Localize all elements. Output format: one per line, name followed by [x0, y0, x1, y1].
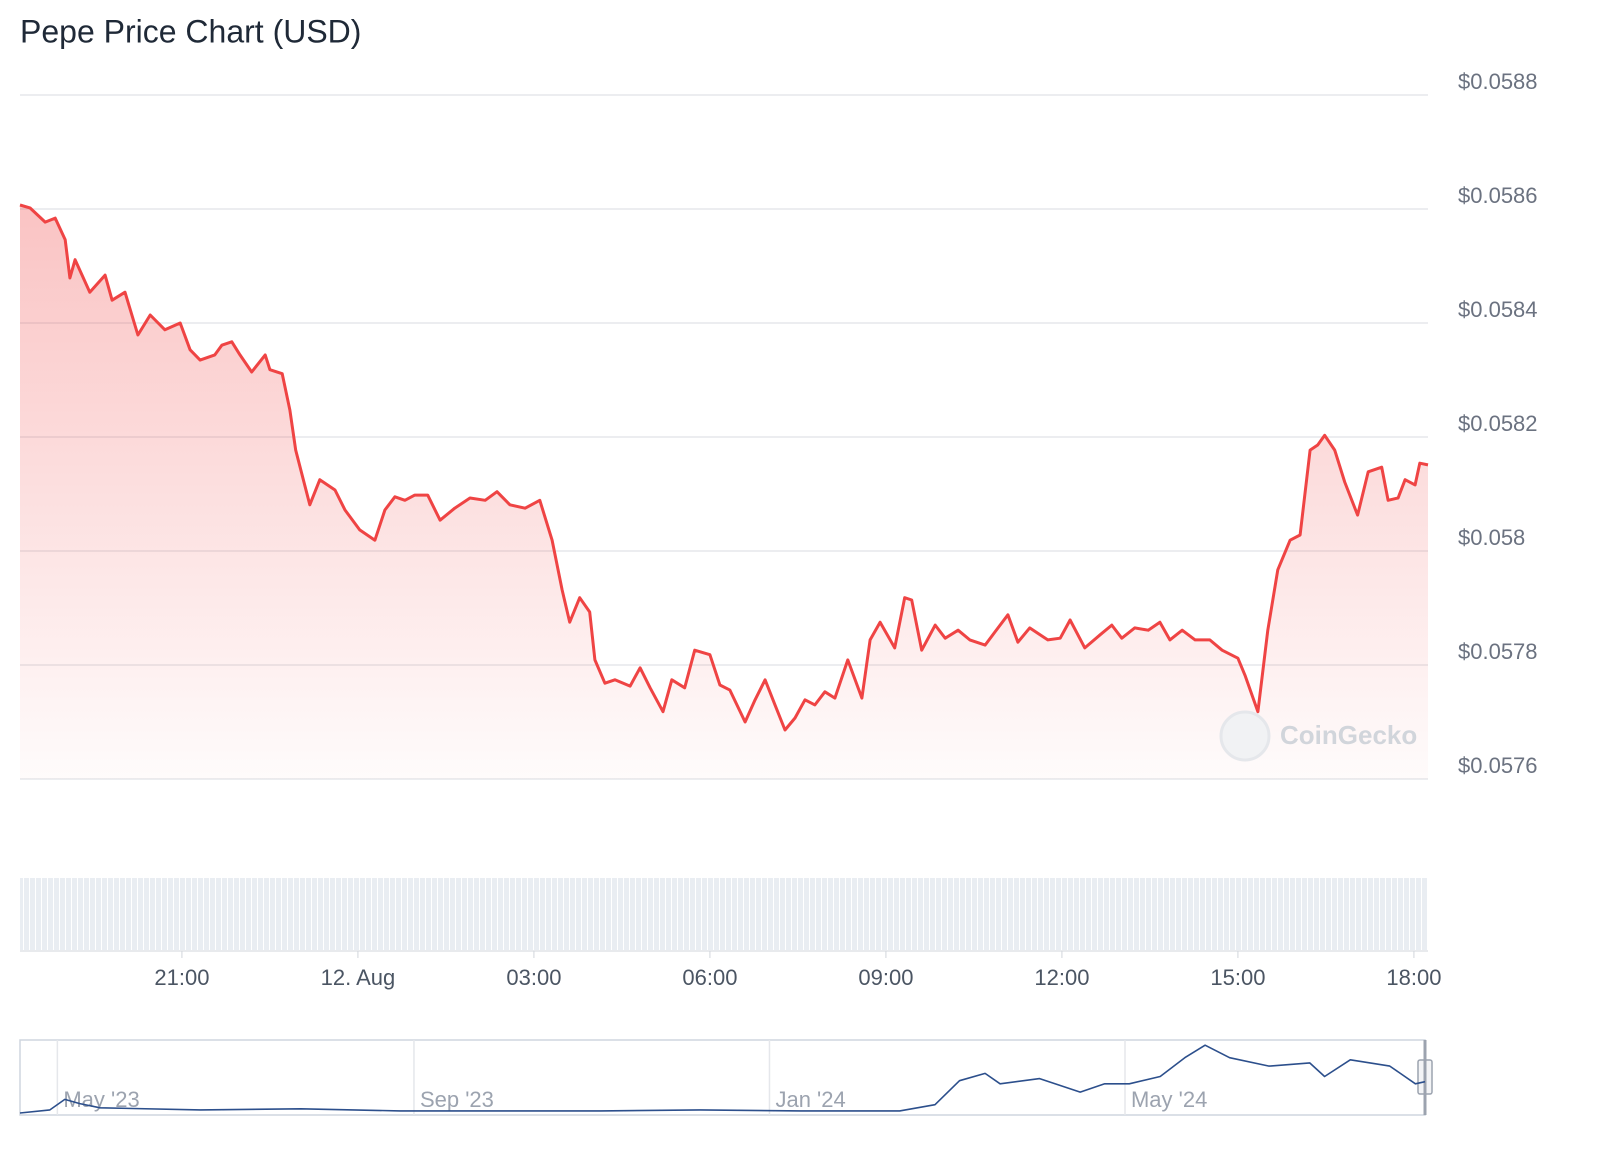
y-tick-label: $0.0584	[1458, 297, 1538, 322]
volume-band	[20, 878, 1428, 950]
watermark: CoinGecko	[1280, 720, 1417, 750]
x-tick-label: 12:00	[1034, 965, 1089, 990]
navigator-tick-label: Jan '24	[775, 1087, 845, 1112]
price-line	[19, 1044, 1426, 1114]
y-tick-label: $0.0582	[1458, 411, 1538, 436]
x-tick-label: 06:00	[682, 965, 737, 990]
x-tick-label: 12. Aug	[321, 965, 396, 990]
area-fill	[20, 205, 1428, 779]
watermark-logo	[1219, 710, 1271, 762]
y-tick-label: $0.0578	[1458, 639, 1538, 664]
x-tick-label: 18:00	[1386, 965, 1441, 990]
navigator-tick-label: May '24	[1131, 1087, 1207, 1112]
navigator-tick-label: Sep '23	[420, 1087, 494, 1112]
price-line	[19, 203, 1429, 732]
y-tick-label: $0.0588	[1458, 69, 1538, 94]
y-tick-label: $0.0586	[1458, 183, 1538, 208]
x-tick-label: 15:00	[1210, 965, 1265, 990]
x-tick-label: 09:00	[858, 965, 913, 990]
y-tick-label: $0.0576	[1458, 753, 1538, 778]
y-tick-label: $0.058	[1458, 525, 1525, 550]
chart-title: Pepe Price Chart (USD)	[20, 13, 361, 49]
x-tick-label: 21:00	[154, 965, 209, 990]
navigator-frame	[19, 1039, 1426, 1116]
x-tick-label: 03:00	[506, 965, 561, 990]
